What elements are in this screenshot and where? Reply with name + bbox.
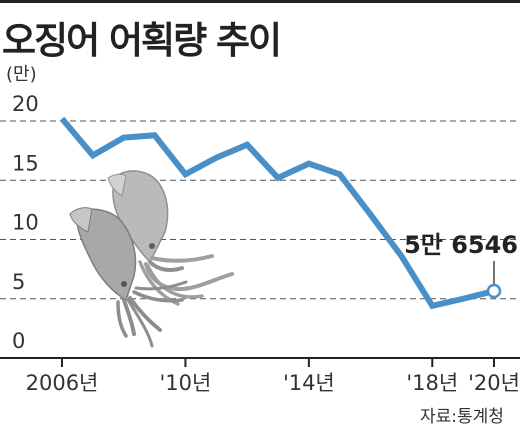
highlight-point [486,283,502,299]
x-tick-label: '10년 [160,371,212,395]
x-tick-label: '14년 [283,371,335,395]
x-tick-label: 2006년 [26,371,99,395]
y-tick-label: 5 [12,270,25,294]
squid-front [69,207,188,348]
source-note: 자료:통계청 [420,407,504,427]
series-line [59,116,495,310]
x-tick-label: '20년 [468,371,520,395]
y-tick-label: 20 [12,92,39,116]
ticks-layer: 0 5 10 15 20 2006년 '10년 '14년 '18년 '20년 [12,92,520,395]
squid-illustration [69,170,234,348]
y-tick-label: 10 [12,211,39,235]
annotation-layer: 5만 6546 [404,231,518,299]
top-rule [0,0,520,3]
y-tick-label: 15 [12,151,39,175]
series-layer [59,116,495,310]
squid-back [107,170,234,306]
callout-label: 5만 6546 [404,231,518,259]
grid-layer [0,120,520,359]
y-tick-label: 0 [12,329,25,353]
y-unit-label: (만) [6,64,37,85]
chart-title: 오징어 어획량 추이 [2,19,282,62]
x-tick-label: '18년 [406,371,458,395]
